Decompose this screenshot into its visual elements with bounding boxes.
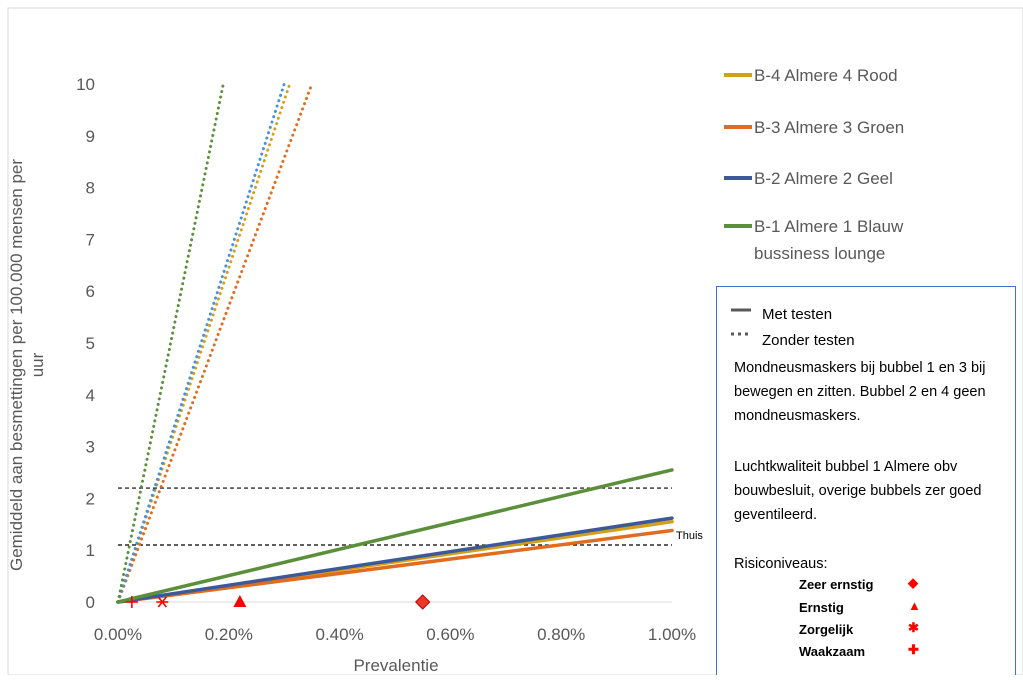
legend-label: B-1 Almere 1 Blauw: [754, 217, 904, 236]
risk-level-label: Ernstig: [799, 600, 844, 615]
reference-line-label: Thuis: [676, 530, 703, 542]
y-tick-label: 9: [86, 127, 95, 146]
dashed-line-label: Zonder testen: [762, 332, 855, 349]
risk-level-waakzaam: Waakzaam ✚: [799, 642, 919, 659]
y-axis-title-line: Gemiddeld aan besmettingen per 100.000 m…: [7, 159, 26, 571]
x-tick-label: 0.40%: [315, 625, 363, 644]
triangle-marker: [233, 595, 247, 607]
solid-line-sample: [731, 308, 751, 312]
x-tick-label: 0.20%: [205, 625, 253, 644]
legend-label: B-2 Almere 2 Geel: [754, 169, 893, 188]
solid-line-label: Met testen: [762, 306, 833, 323]
y-tick-label: 10: [76, 75, 95, 94]
legend-label: B-3 Almere 3 Groen: [754, 118, 904, 137]
y-axis-title-line: uur: [28, 352, 47, 377]
dashed-line-sample: [731, 332, 751, 336]
masks-note: Mondneusmaskers bij bubbel 1 en 3 bij be…: [734, 360, 986, 424]
diamond-marker: [414, 594, 431, 610]
legend-label: B-4 Almere 4 Rood: [754, 66, 898, 85]
asterisk-icon: ✱: [908, 620, 919, 635]
y-axis-title: Gemiddeld aan besmettingen per 100.000 m…: [7, 159, 47, 571]
cross-icon: ✚: [908, 642, 919, 657]
notes-box: Met testen Zonder testen Mondneusmaskers…: [716, 286, 1016, 675]
y-tick-label: 4: [86, 386, 95, 405]
risk-title: Risiconiveaus:: [734, 556, 828, 572]
series-line: [116, 528, 674, 604]
y-tick-label: 2: [86, 489, 95, 508]
series-line: [116, 82, 225, 604]
x-tick-label: 0.80%: [537, 625, 585, 644]
cross-marker: [125, 596, 138, 608]
risk-level-label: Zeer ernstig: [799, 577, 874, 592]
risk-level-label: Waakzaam: [799, 644, 865, 659]
y-tick-label: 1: [86, 541, 95, 560]
series-line: [116, 82, 286, 604]
risk-level-ernstig: Ernstig ▲: [799, 598, 921, 615]
y-tick-label: 0: [86, 593, 95, 612]
y-tick-label: 3: [86, 438, 95, 457]
y-tick-label: 8: [86, 179, 95, 198]
air-quality-note: Luchtkwaliteit bubbel 1 Almere obv bouwb…: [734, 459, 982, 523]
diamond-icon: ◆: [908, 575, 918, 590]
y-tick-label: 7: [86, 230, 95, 249]
triangle-icon: ▲: [908, 598, 921, 613]
risk-level-zeer-ernstig: Zeer ernstig ◆: [799, 575, 918, 592]
x-tick-label: 0.60%: [426, 625, 474, 644]
x-axis-title: Prevalentie: [353, 656, 438, 675]
series-line: [116, 468, 674, 604]
series-line: [116, 516, 674, 604]
y-tick-label: 5: [86, 334, 95, 353]
risk-level-zorgelijk: Zorgelijk ✱: [799, 620, 919, 637]
risk-level-label: Zorgelijk: [799, 622, 854, 637]
x-tick-label: 0.00%: [94, 625, 142, 644]
y-tick-label: 6: [86, 282, 95, 301]
asterisk-marker: [156, 596, 169, 608]
series-line: [116, 82, 292, 604]
x-tick-label: 1.00%: [648, 625, 696, 644]
legend-label-continued: bussiness lounge: [754, 244, 885, 263]
